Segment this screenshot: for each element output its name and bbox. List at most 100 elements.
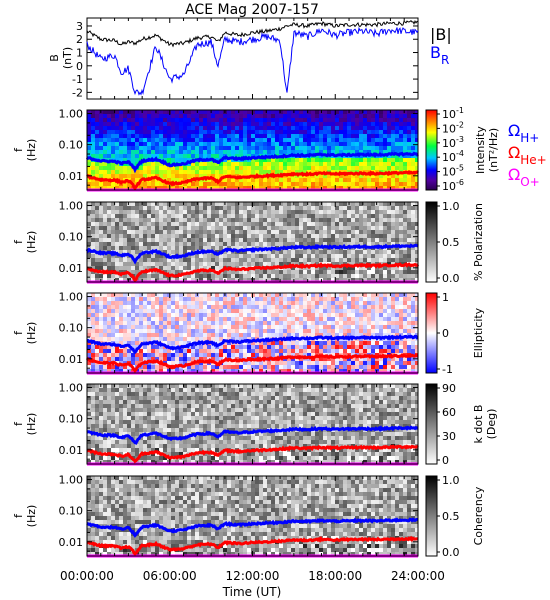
spectrogram-cell (251, 130, 255, 134)
spectrogram-cell (375, 130, 379, 134)
spectrogram-cell (335, 170, 339, 174)
spectrogram-cell (227, 329, 231, 333)
spectrogram-cell (295, 274, 299, 278)
spectrogram-cell (171, 218, 175, 222)
spectrogram-cell (259, 293, 263, 297)
spectrogram-cell (215, 110, 219, 114)
spectrogram-cell (307, 361, 311, 365)
spectrogram-cell (119, 206, 123, 210)
spectrogram-cell (147, 262, 151, 266)
spectrogram-cell (131, 222, 135, 226)
spectrogram-cell (331, 110, 335, 114)
spectrogram-cell (227, 345, 231, 349)
spectrogram-cell (295, 134, 299, 138)
spectrogram-cell (147, 118, 151, 122)
spectrogram-cell (363, 182, 367, 186)
spectrogram-cell (267, 250, 271, 254)
spectrogram-cell (311, 166, 315, 170)
spectrogram-cell (131, 202, 135, 206)
spectrogram-cell (319, 321, 323, 325)
spectrogram-cell (159, 122, 163, 126)
spectrogram-cell (167, 337, 171, 341)
spectrogram-cell (351, 174, 355, 178)
spectrogram-cell (407, 174, 411, 178)
spectrogram-cell (275, 126, 279, 130)
spectrogram-cell (99, 349, 103, 353)
spectrogram-cell (143, 138, 147, 142)
spectrogram-cell (359, 305, 363, 309)
spectrogram-cell (411, 230, 415, 234)
spectrogram-cell (131, 262, 135, 266)
spectrogram-cell (255, 206, 259, 210)
spectrogram-cell (323, 174, 327, 178)
spectrogram-cell (295, 130, 299, 134)
spectrogram-cell (243, 258, 247, 262)
spectrogram-cell (107, 146, 111, 150)
spectrogram-cell (231, 114, 235, 118)
spectrogram-cell (263, 226, 267, 230)
spectrogram-cell (267, 238, 271, 242)
spectrogram-cell (195, 297, 199, 301)
spectrogram-cell (367, 130, 371, 134)
spectrogram-cell (139, 250, 143, 254)
spectrogram-cell (371, 242, 375, 246)
spectrogram-cell (239, 254, 243, 258)
spectrogram-cell (279, 365, 283, 369)
spectrogram-cell (359, 337, 363, 341)
spectrogram-cell (103, 146, 107, 150)
spectrogram-cell (415, 218, 418, 222)
spectrogram-cell (307, 178, 311, 182)
spectrogram-cell (287, 293, 291, 297)
spectrogram-cell (267, 234, 271, 238)
spectrogram-cell (195, 321, 199, 325)
spectrogram-cell (259, 242, 263, 246)
spectrogram-cell (115, 142, 119, 146)
spectrogram-cell (383, 150, 387, 154)
spectrogram-cell (183, 182, 187, 186)
spectrogram-cell (227, 270, 231, 274)
spectrogram-cell (139, 226, 143, 230)
spectrogram-cell (251, 166, 255, 170)
colorbar (425, 201, 438, 283)
spectrogram-cell (331, 329, 335, 333)
spectrogram-cell (387, 242, 391, 246)
spectrogram-cell (223, 206, 227, 210)
spectrogram-cell (163, 234, 167, 238)
spectrogram-cell (151, 202, 155, 206)
spectrogram-cell (215, 337, 219, 341)
spectrogram-cell (107, 206, 111, 210)
spectrogram-cell (239, 182, 243, 186)
spectrogram-cell (383, 210, 387, 214)
spectrogram-cell (279, 178, 283, 182)
spectrogram-cell (195, 357, 199, 361)
spectrogram-cell (243, 262, 247, 266)
spectrogram-cell (263, 206, 267, 210)
spectrogram-cell (175, 218, 179, 222)
spectrogram-cell (271, 345, 275, 349)
spectrogram-cell (231, 118, 235, 122)
spectrogram-cell (251, 345, 255, 349)
spectrogram-cell (95, 333, 99, 337)
spectrogram-cell (255, 349, 259, 353)
spectrogram-cell (123, 206, 127, 210)
spectrogram-cell (235, 202, 239, 206)
spectrogram-cell (203, 170, 207, 174)
spectrogram-cell (179, 170, 183, 174)
spectrogram-cell (147, 349, 151, 353)
spectrogram-cell (311, 150, 315, 154)
spectrogram-cell (119, 309, 123, 313)
spectrogram-cell (351, 130, 355, 134)
spectrogram-cell (251, 134, 255, 138)
spectrogram-cell (287, 166, 291, 170)
spectrogram-cell (139, 126, 143, 130)
spectrogram-cell (171, 266, 175, 270)
spectrogram-cell (131, 174, 135, 178)
spectrogram-cell (371, 130, 375, 134)
spectrogram-cell (187, 170, 191, 174)
spectrogram-cell (123, 329, 127, 333)
spectrogram-cell (87, 329, 91, 333)
spectrogram-cell (175, 270, 179, 274)
spectrogram-cell (351, 242, 355, 246)
spectrogram-cell (295, 230, 299, 234)
spectrogram-cell (299, 309, 303, 313)
